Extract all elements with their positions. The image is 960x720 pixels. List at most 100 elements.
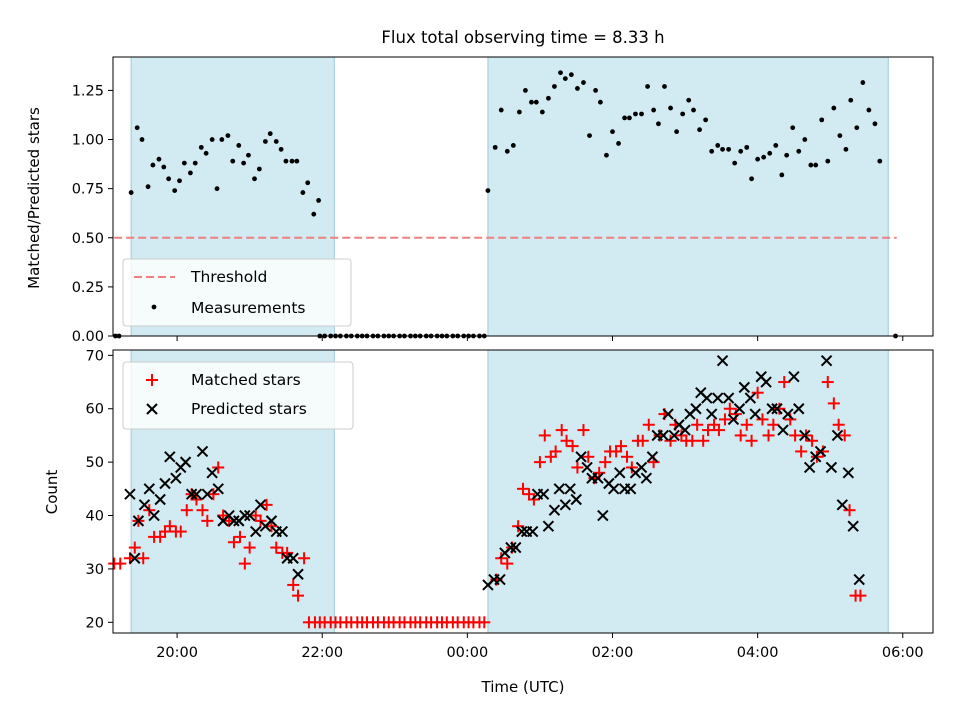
measurement-point <box>837 133 843 138</box>
measurement-point <box>726 146 732 152</box>
measurement-point <box>273 139 279 144</box>
measurement-point <box>533 99 539 105</box>
matched-star-marker <box>778 376 791 389</box>
matched-star-marker <box>201 514 214 527</box>
predicted-star-marker <box>265 515 278 527</box>
measurement-point <box>866 107 872 113</box>
measurement-point <box>485 188 491 194</box>
top-y-tick-label: 0.50 <box>72 231 104 247</box>
matched-star-marker <box>533 456 546 469</box>
predicted-star-marker <box>124 488 136 500</box>
predicted-star-marker <box>159 477 171 490</box>
predicted-stars-legend-label: Predicted stars <box>191 400 307 418</box>
measurement-point <box>622 115 627 121</box>
threshold-legend-label: Threshold <box>190 268 267 286</box>
measurement-point <box>181 160 187 166</box>
measurement-point <box>680 111 686 117</box>
measurement-point <box>316 198 322 203</box>
measurement-point <box>177 178 182 184</box>
matched-star-marker <box>174 525 187 538</box>
bottom-y-tick-label: 50 <box>86 455 104 471</box>
top-legend-box <box>122 258 352 327</box>
matched-star-marker <box>843 504 856 517</box>
measurement-point <box>230 158 236 164</box>
predicted-star-marker <box>243 509 256 522</box>
matched-star-marker <box>686 434 699 447</box>
predicted-star-marker <box>564 483 576 495</box>
measurement-point <box>709 148 715 154</box>
observing-window-2 <box>487 349 889 634</box>
matched-star-marker <box>854 589 867 602</box>
predicted-star-marker <box>853 573 865 586</box>
matched-star-marker <box>718 413 731 426</box>
predicted-star-marker <box>831 429 844 442</box>
predicted-star-marker <box>842 467 855 479</box>
x-tick-label: 20:00 <box>156 645 198 661</box>
measurement-point <box>598 99 603 105</box>
measurement-point <box>872 121 878 127</box>
matched-star-marker <box>549 445 562 458</box>
matched-star-marker <box>827 397 840 410</box>
matched-star-marker <box>697 434 710 447</box>
predicted-star-marker <box>847 520 859 532</box>
top-legend: Threshold Measurements <box>122 258 352 327</box>
measurement-point <box>784 152 790 158</box>
predicted-star-marker <box>788 370 800 383</box>
top-y-axis-label: Matched/Predicted stars <box>25 107 43 289</box>
measurement-point <box>831 105 837 111</box>
measurement-point <box>715 143 721 148</box>
measurement-point <box>790 125 796 131</box>
measurement-point <box>645 84 650 89</box>
predicted-star-marker <box>179 456 192 468</box>
matched-star-marker <box>270 541 283 554</box>
predicted-star-marker <box>820 354 833 367</box>
predicted-star-marker <box>803 461 816 474</box>
matched-star-marker <box>614 440 627 453</box>
measurement-point <box>779 172 785 178</box>
measurement-point <box>604 152 609 158</box>
predicted-star-marker <box>608 483 620 495</box>
measurement-point <box>755 156 761 162</box>
predicted-star-marker <box>516 525 528 538</box>
matched-star-marker <box>625 461 638 474</box>
predicted-star-marker <box>733 403 746 415</box>
matched-star-marker <box>243 541 256 554</box>
predicted-star-marker <box>793 403 805 415</box>
predicted-star-marker <box>744 392 757 404</box>
measurement-point <box>813 162 819 168</box>
x-tick-label: 00:00 <box>446 645 488 661</box>
predicted-star-marker <box>836 499 848 511</box>
measurement-point <box>278 146 284 152</box>
measurement-point <box>562 76 568 82</box>
measurement-point <box>738 148 744 154</box>
measurement-point <box>150 162 156 168</box>
measurement-point <box>300 190 306 195</box>
predicted-star-marker <box>148 509 160 522</box>
measurement-point <box>510 143 516 148</box>
predicted-star-marker <box>581 461 593 474</box>
bottom-y-tick-label: 70 <box>86 348 104 364</box>
matched-star-marker <box>478 616 491 629</box>
predicted-star-marker <box>143 483 155 495</box>
top-y-tick-label: 0.00 <box>72 329 104 345</box>
predicted-star-marker <box>537 488 550 500</box>
measurement-point <box>504 148 510 154</box>
measurement-point <box>289 158 295 164</box>
matched-star-marker <box>180 504 193 517</box>
bottom-legend: Matched stars Predicted stars <box>122 361 354 430</box>
measurement-point <box>134 125 140 131</box>
bottom-x-ticks: 20:00 22:00 00:00 02:00 04:00 06:00 <box>156 633 924 661</box>
predicted-star-marker <box>646 451 659 463</box>
top-y-ticks: 0.00 0.25 0.50 0.75 1.00 1.25 <box>72 83 113 345</box>
predicted-star-marker <box>575 451 587 463</box>
predicted-star-marker <box>239 509 251 522</box>
measurement-point <box>639 111 644 117</box>
measurement-point <box>172 188 178 194</box>
matched-star-marker <box>806 434 819 447</box>
matched-star-marker <box>621 450 634 463</box>
matched-star-marker <box>287 578 300 591</box>
bottom-y-ticks: 20 30 40 50 60 70 <box>86 348 113 631</box>
predicted-star-marker <box>510 541 522 554</box>
measurement-point <box>203 150 209 156</box>
matched-star-marker <box>712 424 725 437</box>
